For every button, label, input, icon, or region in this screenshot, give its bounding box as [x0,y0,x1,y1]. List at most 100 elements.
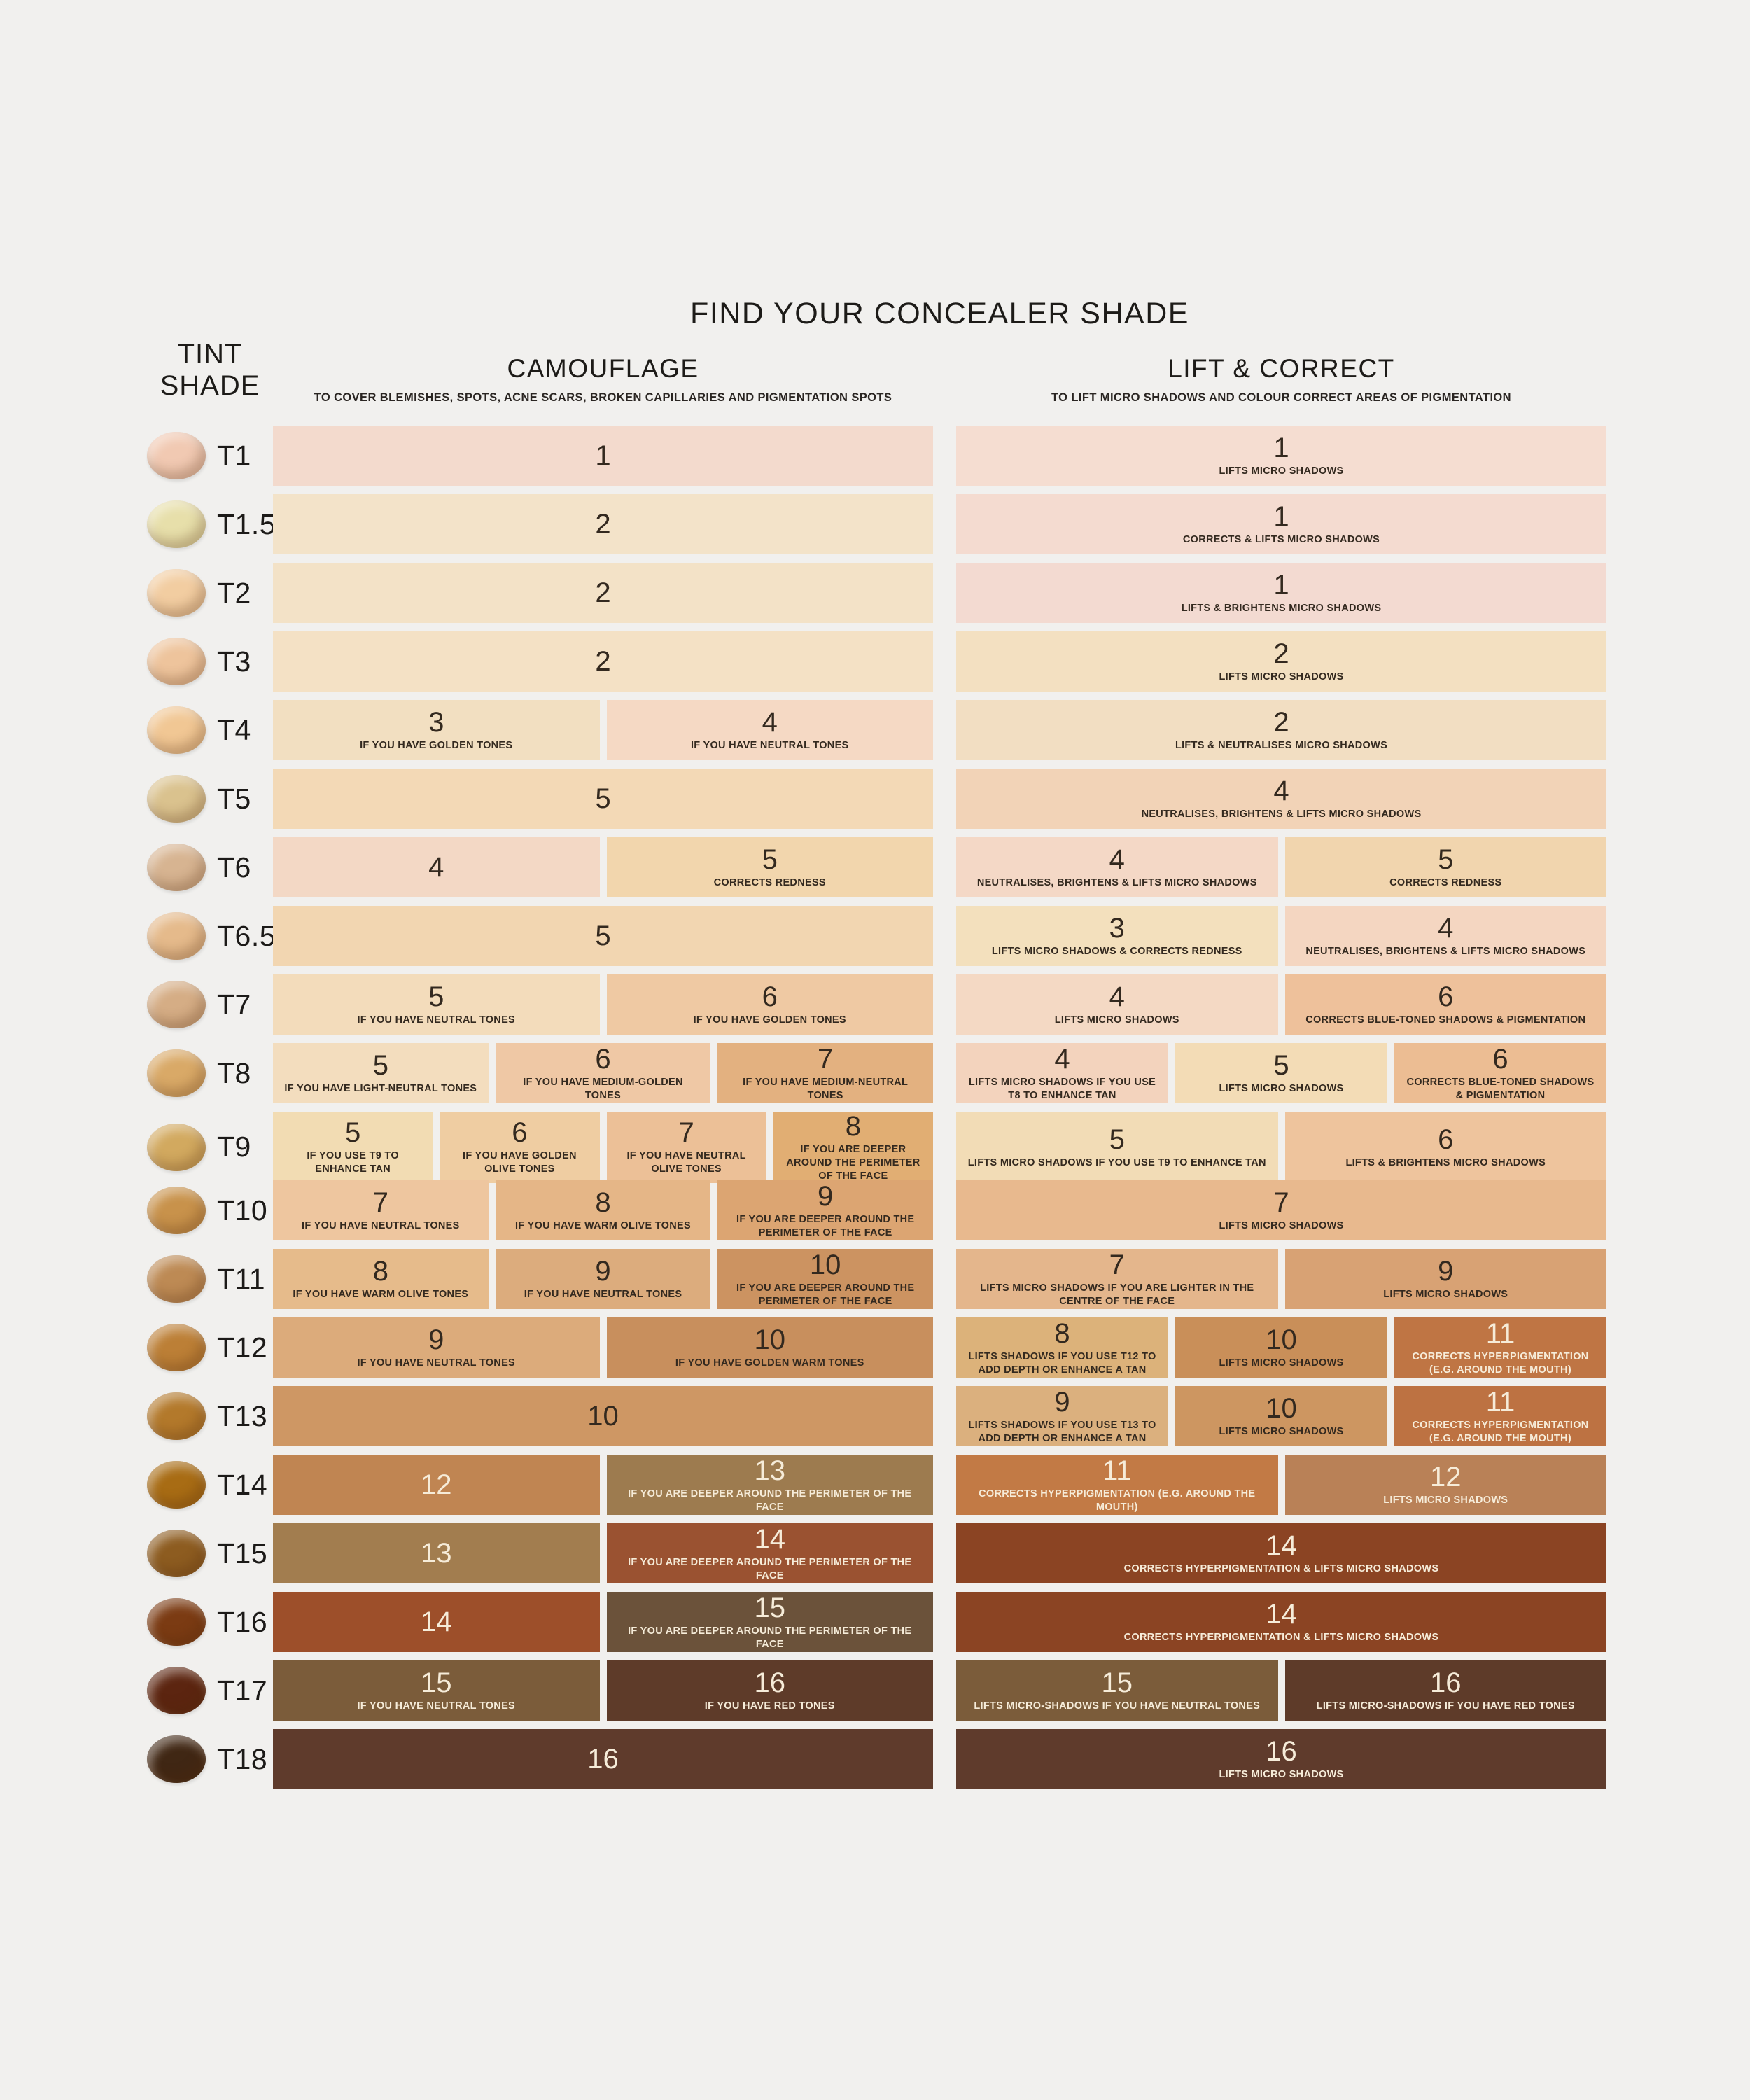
shade-label: T6.5 [217,919,276,952]
lift-correct-title: LIFT & CORRECT [1168,354,1395,383]
cell-number: 15 [754,1592,786,1623]
lift-correct-cell: 2 LIFTS & NEUTRALISES MICRO SHADOWS [956,700,1606,760]
camouflage-cell: 16 IF YOU HAVE RED TONES [606,1660,933,1721]
shade-label: T16 [217,1605,268,1638]
cell-number: 16 [587,1744,619,1774]
cell-number: 2 [1273,638,1289,670]
lift-correct-cell: 8 LIFTS SHADOWS IF YOU USE T12 TO ADD DEP… [956,1317,1168,1378]
camouflage-cell: 15 IF YOU ARE DEEPER AROUND THE PERIMETER… [606,1592,933,1652]
camouflage-cell: 7 IF YOU HAVE MEDIUM-NEUTRAL TONES [718,1043,934,1103]
lift-correct-cells: 7 LIFTS MICRO SHADOWS IF YOU ARE LIGHTER … [956,1249,1606,1309]
shade-label: T3 [217,645,251,678]
camouflage-cell: 5 IF YOU USE T9 TO ENHANCE TAN [273,1112,433,1183]
shade-label: T17 [217,1674,268,1707]
cell-number: 13 [754,1455,786,1486]
cell-number: 5 [372,1050,388,1082]
cell-number: 5 [762,844,778,876]
shade-swatch [147,844,206,891]
camouflage-cell: 4 IF YOU HAVE NEUTRAL TONES [606,700,933,760]
cell-number: 1 [1273,570,1289,601]
camouflage-cells: 5 [273,906,933,966]
shade-swatch [147,500,206,548]
cell-number: 8 [372,1256,388,1287]
lift-correct-cell: 10 LIFTS MICRO SHADOWS [1175,1317,1387,1378]
cell-note: LIFTS SHADOWS IF YOU USE T12 TO ADD DEPT… [968,1350,1156,1376]
shade-row: T9 5 IF YOU USE T9 TO ENHANCE TAN 6 IF YOU … [147,1112,1606,1183]
lift-correct-cell: 12 LIFTS MICRO SHADOWS [1284,1455,1606,1515]
camouflage-cells: 1 [273,426,933,486]
cell-note: CORRECTS BLUE-TONED SHADOWS & PIGMENTATI… [1306,1014,1586,1026]
cell-number: 1 [1273,501,1289,533]
column-gap [933,631,956,692]
cell-number: 4 [428,852,444,883]
camouflage-cells: 12 13 IF YOU ARE DEEPER AROUND THE PERIMET… [273,1455,933,1515]
lift-correct-cells: 5 LIFTS MICRO SHADOWS IF YOU USE T9 TO EN… [956,1112,1606,1183]
camouflage-cells: 2 [273,631,933,692]
shade-label: T1.5 [217,507,276,540]
cell-number: 10 [754,1324,786,1356]
cell-number: 9 [1054,1386,1070,1418]
cell-number: 2 [595,578,611,608]
cell-number: 3 [428,707,444,738]
lift-correct-header: LIFT & CORRECT TO LIFT MICRO SHADOWS AND… [956,354,1606,426]
cell-note: LIFTS MICRO SHADOWS & CORRECTS REDNESS [991,946,1242,958]
cell-number: 14 [1266,1530,1297,1562]
camouflage-cell: 5 CORRECTS REDNESS [606,837,933,897]
column-gap [933,426,956,486]
shade-row: T11 8 IF YOU HAVE WARM OLIVE TONES 9 IF YOU… [147,1249,1606,1309]
cell-number: 6 [512,1117,528,1149]
camouflage-cell: 6 IF YOU HAVE GOLDEN TONES [606,974,933,1035]
shade-label: T18 [217,1742,268,1775]
camouflage-cells: 5 IF YOU USE T9 TO ENHANCE TAN 6 IF YOU HAV… [273,1112,933,1183]
cell-note: IF YOU ARE DEEPER AROUND THE PERIMETER O… [786,1144,920,1182]
column-gap [933,700,956,760]
shade-label: T4 [217,713,251,746]
tint-cell: T16 [147,1592,273,1652]
camouflage-cells: 3 IF YOU HAVE GOLDEN TONES 4 IF YOU HAVE NE… [273,700,933,760]
cell-number: 4 [1109,981,1125,1013]
camouflage-cell: 5 [273,769,933,829]
cell-number: 16 [1266,1736,1297,1768]
lift-correct-cells: 3 LIFTS MICRO SHADOWS & CORRECTS REDNESS 4… [956,906,1606,966]
lift-correct-cell: 7 LIFTS MICRO SHADOWS IF YOU ARE LIGHTER … [956,1249,1278,1309]
cell-number: 6 [595,1043,611,1074]
shade-row: T14 12 13 IF YOU ARE DEEPER AROUND THE PER… [147,1455,1606,1515]
cell-number: 1 [595,440,611,471]
cell-number: 7 [372,1187,388,1219]
cell-note: IF YOU HAVE LIGHT-NEUTRAL TONES [284,1083,477,1095]
tint-cell: T6.5 [147,906,276,966]
cell-number: 7 [818,1043,834,1074]
tint-cell: T13 [147,1386,273,1446]
tint-cell: T2 [147,563,273,623]
cell-note: CORRECTS & LIFTS MICRO SHADOWS [1182,534,1380,546]
camouflage-cell: 8 IF YOU HAVE WARM OLIVE TONES [273,1249,489,1309]
cell-number: 8 [595,1187,611,1219]
shade-row: T13 10 9 LIFTS SHADOWS IF YOU USE T13 TO … [147,1386,1606,1446]
shade-row: T15 13 14 IF YOU ARE DEEPER AROUND THE PER… [147,1523,1606,1583]
camouflage-cell: 13 IF YOU ARE DEEPER AROUND THE PERIMETER… [606,1455,933,1515]
tint-shade-header-line2: SHADE [160,370,260,402]
cell-number: 13 [421,1538,452,1569]
cell-note: IF YOU HAVE NEUTRAL TONES [690,740,849,752]
cell-note: IF YOU HAVE RED TONES [704,1700,835,1712]
lift-correct-cells: 1 CORRECTS & LIFTS MICRO SHADOWS [956,494,1606,554]
cell-note: NEUTRALISES, BRIGHTENS & LIFTS MICRO SHA… [976,877,1257,889]
cell-note: LIFTS MICRO SHADOWS [1219,1769,1344,1781]
lift-correct-cell: 2 LIFTS MICRO SHADOWS [956,631,1606,692]
cell-number: 10 [1266,1393,1297,1424]
cell-number: 7 [1273,1187,1289,1219]
shade-row: T6 4 5 CORRECTS REDNESS 4 NEUTRALISES, BRIG… [147,837,1606,897]
column-gap [933,906,956,966]
cell-number: 5 [1109,1124,1125,1155]
tint-cell: T11 [147,1249,273,1309]
shade-label: T10 [217,1194,268,1226]
tint-cell: T6 [147,837,273,897]
cell-note: IF YOU ARE DEEPER AROUND THE PERIMETER O… [628,1488,912,1513]
cell-number: 5 [595,920,611,951]
cell-number: 4 [1273,776,1289,807]
cell-note: CORRECTS BLUE-TONED SHADOWS & PIGMENTATI… [1406,1076,1595,1101]
cell-note: LIFTS MICRO SHADOWS [1054,1014,1180,1026]
shade-label: T2 [217,576,251,609]
column-gap [933,1249,956,1309]
shade-swatch [147,1049,206,1097]
